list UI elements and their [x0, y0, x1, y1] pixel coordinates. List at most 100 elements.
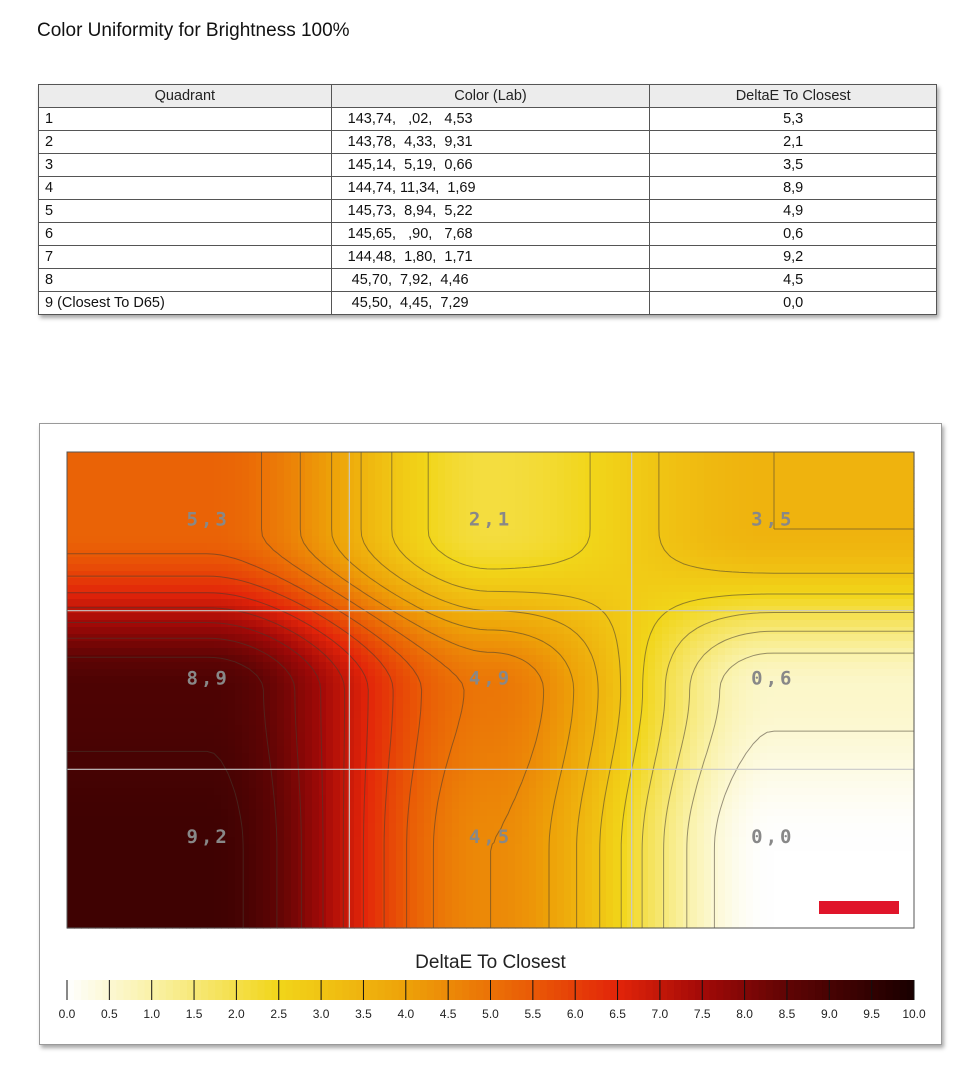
heatmap-tile — [186, 711, 194, 719]
heatmap-tile — [557, 515, 565, 523]
heatmap-tile — [648, 522, 656, 530]
heatmap-tile — [858, 585, 866, 593]
heatmap-tile — [704, 634, 712, 642]
heatmap-tile — [382, 697, 390, 705]
heatmap-tile — [396, 704, 404, 712]
heatmap-tile — [578, 585, 586, 593]
heatmap-tile — [536, 564, 544, 572]
heatmap-tile — [592, 452, 600, 460]
heatmap-tile — [711, 571, 719, 579]
heatmap-tile — [340, 487, 348, 495]
heatmap-tile — [200, 536, 208, 544]
heatmap-tile — [186, 676, 194, 684]
heatmap-tile — [802, 725, 810, 733]
heatmap-tile — [795, 711, 803, 719]
heatmap-tile — [543, 592, 551, 600]
heatmap-tile — [655, 676, 663, 684]
heatmap-tile — [151, 641, 159, 649]
heatmap-tile — [893, 522, 901, 530]
heatmap-tile — [494, 564, 502, 572]
heatmap-tile — [872, 704, 880, 712]
heatmap-tile — [193, 725, 201, 733]
heatmap-tile — [487, 669, 495, 677]
heatmap-tile — [557, 676, 565, 684]
heatmap-tile — [816, 711, 824, 719]
heatmap-tile — [508, 697, 516, 705]
heatmap-tile — [466, 459, 474, 467]
heatmap-tile — [522, 585, 530, 593]
heatmap-tile — [634, 515, 642, 523]
heatmap-tile — [515, 641, 523, 649]
heatmap-tile — [886, 522, 894, 530]
heatmap-tile — [130, 543, 138, 551]
heatmap-tile — [186, 697, 194, 705]
heatmap-tile — [200, 704, 208, 712]
heatmap-tile — [844, 459, 852, 467]
heatmap-tile — [865, 676, 873, 684]
heatmap-tile — [102, 648, 110, 656]
heatmap-tile — [851, 494, 859, 502]
heatmap-tile — [67, 522, 75, 530]
heatmap-tile — [214, 536, 222, 544]
heatmap-tile — [522, 718, 530, 726]
heatmap-tile — [802, 585, 810, 593]
heatmap-tile — [424, 718, 432, 726]
heatmap-tile — [571, 536, 579, 544]
heatmap-tile — [872, 522, 880, 530]
heatmap-tile — [872, 501, 880, 509]
heatmap-tile — [144, 704, 152, 712]
heatmap-tile — [515, 543, 523, 551]
heatmap-tile — [214, 473, 222, 481]
heatmap-tile — [340, 466, 348, 474]
heatmap-tile — [214, 487, 222, 495]
heatmap-tile — [599, 592, 607, 600]
heatmap-tile — [795, 494, 803, 502]
heatmap-tile — [760, 627, 768, 635]
heatmap-tile — [697, 466, 705, 474]
heatmap-tile — [865, 606, 873, 614]
heatmap-tile — [627, 473, 635, 481]
heatmap-tile — [578, 711, 586, 719]
heatmap-tile — [179, 501, 187, 509]
heatmap-tile — [263, 648, 271, 656]
heatmap-tile — [865, 725, 873, 733]
heatmap-tile — [585, 725, 593, 733]
heatmap-tile — [900, 655, 908, 663]
heatmap-tile — [487, 571, 495, 579]
heatmap-tile — [690, 592, 698, 600]
heatmap-tile — [606, 536, 614, 544]
heatmap-tile — [88, 634, 96, 642]
heatmap-tile — [452, 508, 460, 516]
heatmap-tile — [74, 669, 82, 677]
heatmap-tile — [361, 459, 369, 467]
heatmap-tile — [641, 613, 649, 621]
heatmap-tile — [648, 494, 656, 502]
heatmap-tile — [396, 487, 404, 495]
heatmap-tile — [116, 592, 124, 600]
heatmap-tile — [494, 522, 502, 530]
heatmap-tile — [200, 697, 208, 705]
heatmap-tile — [81, 459, 89, 467]
heatmap-tile — [634, 690, 642, 698]
heatmap-tile — [690, 459, 698, 467]
heatmap-tile — [340, 571, 348, 579]
heatmap-tile — [354, 711, 362, 719]
heatmap-tile — [284, 704, 292, 712]
heatmap-tile — [340, 529, 348, 537]
heatmap-tile — [571, 459, 579, 467]
heatmap-tile — [508, 494, 516, 502]
heatmap-tile — [452, 683, 460, 691]
heatmap-tile — [739, 557, 747, 565]
heatmap-tile — [592, 676, 600, 684]
heatmap-tile — [228, 718, 236, 726]
heatmap-tile — [396, 641, 404, 649]
heatmap-tile — [746, 634, 754, 642]
heatmap-tile — [277, 711, 285, 719]
heatmap-tile — [837, 571, 845, 579]
heatmap-tile — [130, 466, 138, 474]
heatmap-tile — [158, 508, 166, 516]
heatmap-tile — [340, 599, 348, 607]
heatmap-tile — [375, 620, 383, 628]
heatmap-tile — [172, 648, 180, 656]
heatmap-tile — [130, 508, 138, 516]
